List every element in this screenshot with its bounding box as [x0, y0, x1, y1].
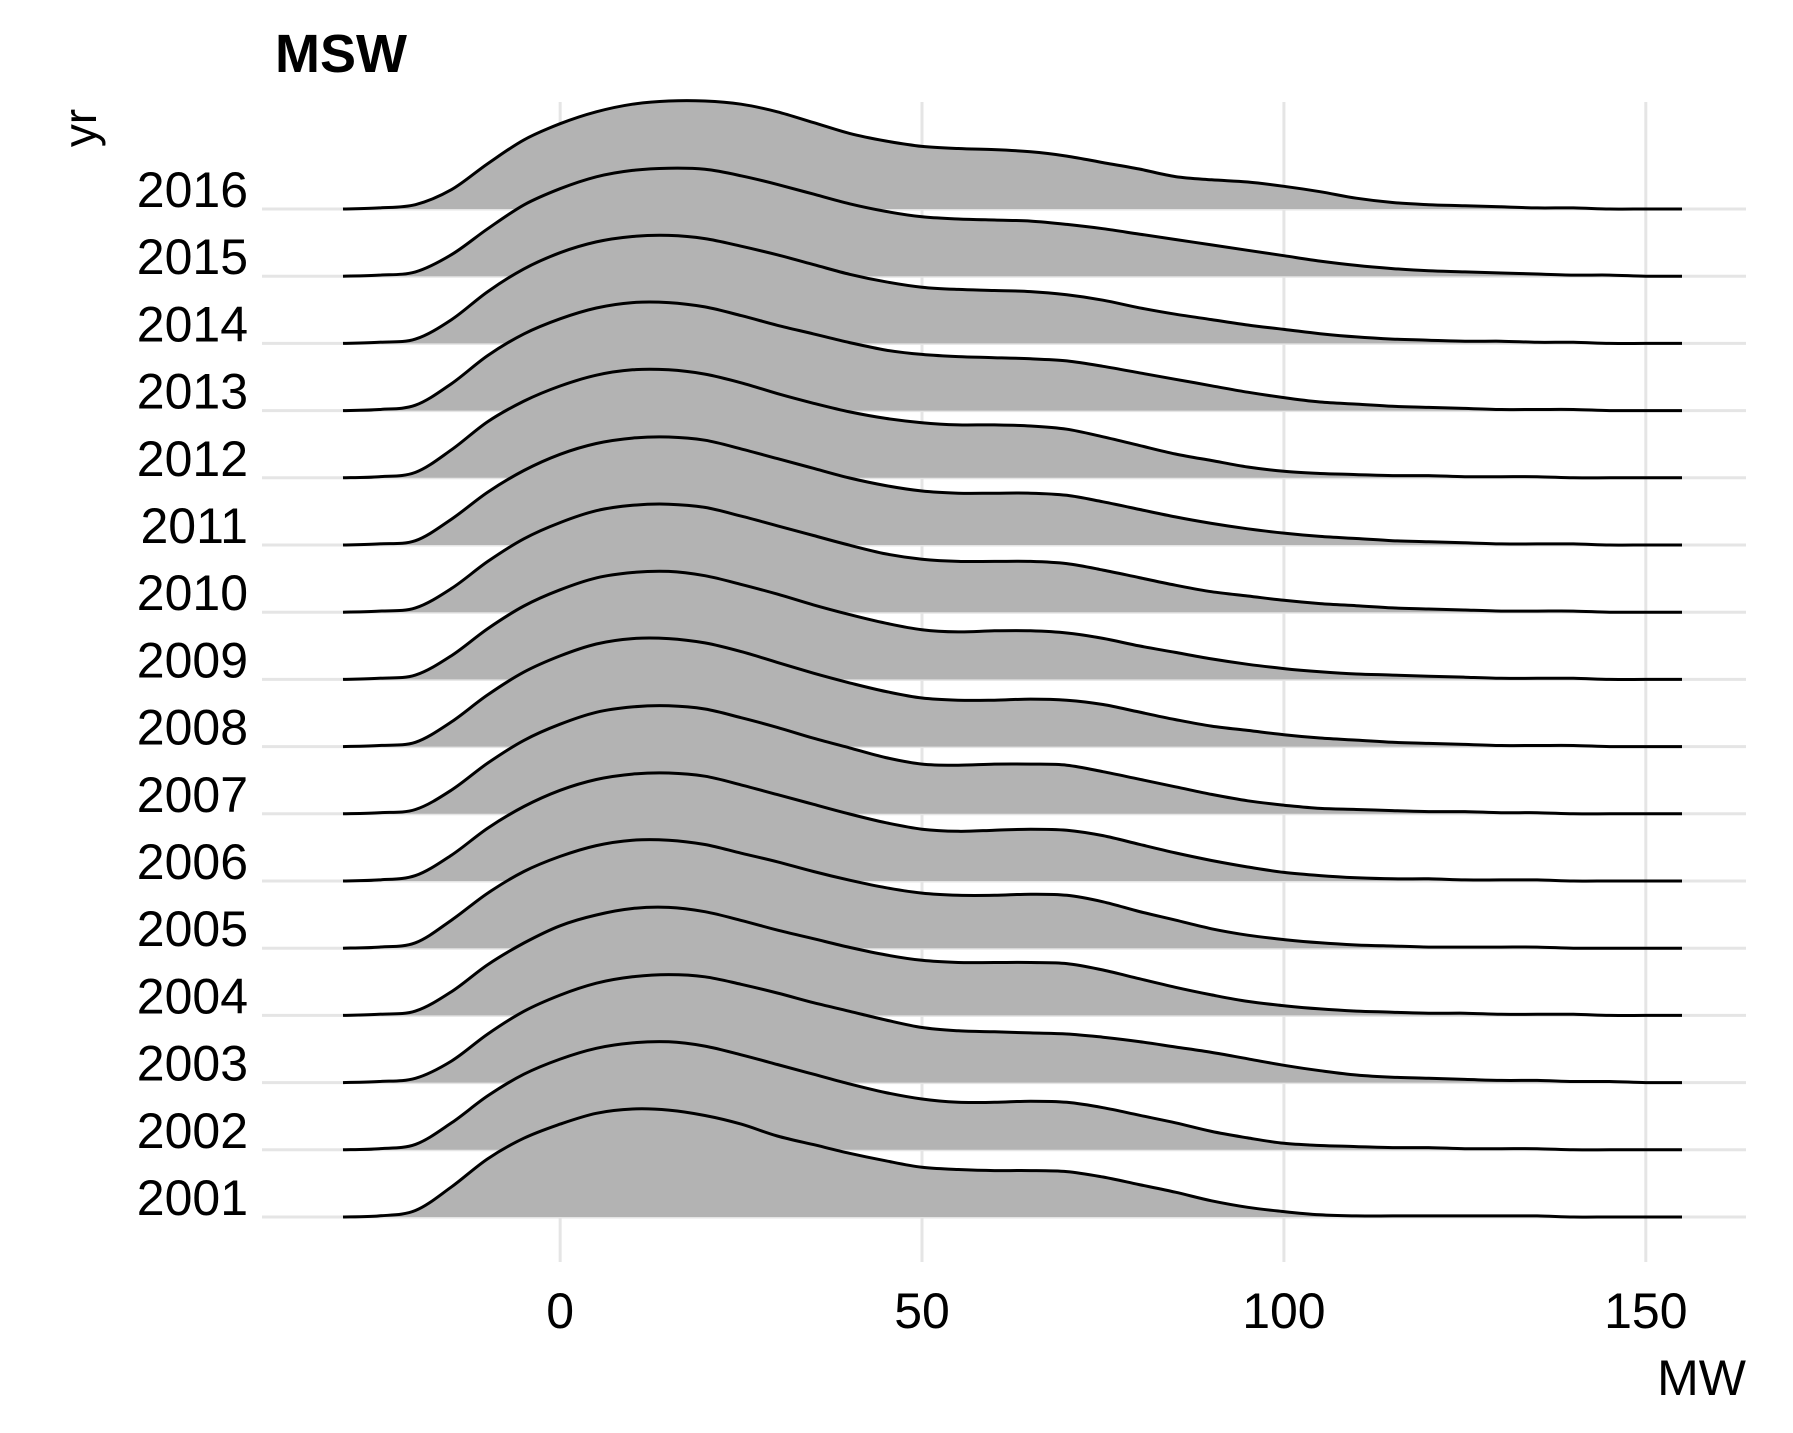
y-tick-label: 2016 [137, 162, 248, 218]
ridge-line-2009 [342, 569, 1682, 681]
chart-title: MSW [275, 24, 407, 84]
ridge-line-2006 [342, 771, 1682, 883]
ridge-area-2001 [343, 1108, 1682, 1218]
ridge-line-2011 [342, 435, 1682, 547]
y-tick-label: 2005 [137, 901, 248, 957]
y-tick-label: 2006 [137, 834, 248, 890]
y-axis-label: yr [54, 109, 106, 147]
ridge-line-2002 [342, 1040, 1682, 1152]
y-tick-label: 2002 [137, 1103, 248, 1159]
y-tick-label: 2008 [137, 700, 248, 756]
x-tick-labels: 0 50 100 150 [546, 1283, 1687, 1339]
y-tick-label: 2007 [137, 767, 248, 823]
y-tick-label: 2014 [137, 296, 248, 352]
ridge-layer [342, 99, 1683, 1219]
ridge-line-2014 [342, 233, 1682, 345]
ridge-line-2004 [342, 905, 1682, 1017]
x-axis-label: MW [1657, 1350, 1747, 1406]
x-tick-label: 0 [546, 1283, 574, 1339]
ridge-line-2003 [342, 973, 1683, 1085]
y-tick-label: 2013 [137, 364, 248, 420]
x-tick-label: 150 [1604, 1283, 1687, 1339]
ridge-line-2016 [342, 99, 1682, 211]
ridge-line-2013 [342, 300, 1682, 413]
x-tick-label: 100 [1242, 1283, 1325, 1339]
y-tick-label: 2010 [137, 565, 248, 621]
ridge-line-2015 [342, 166, 1683, 278]
y-tick-label: 2011 [140, 498, 248, 554]
y-tick-label: 2012 [137, 431, 248, 487]
ridge-area-2016 [343, 100, 1682, 210]
y-tick-labels: 2001 2002 2003 2004 2005 2006 2007 2008 2009 2010… [137, 162, 248, 1226]
ridge-line-2008 [342, 636, 1682, 749]
y-tick-label: 2001 [137, 1170, 248, 1226]
ridge-line-2010 [342, 502, 1682, 614]
y-tick-label: 2009 [137, 632, 248, 688]
x-tick-label: 50 [894, 1283, 950, 1339]
ridge-line-2001 [342, 1107, 1682, 1219]
ridge-line-2005 [342, 838, 1682, 950]
y-tick-label: 2003 [137, 1036, 248, 1092]
y-tick-label: 2004 [137, 968, 248, 1024]
ridge-line-2012 [342, 367, 1682, 480]
ridge-line-2007 [342, 704, 1682, 816]
y-tick-label: 2015 [137, 229, 248, 285]
